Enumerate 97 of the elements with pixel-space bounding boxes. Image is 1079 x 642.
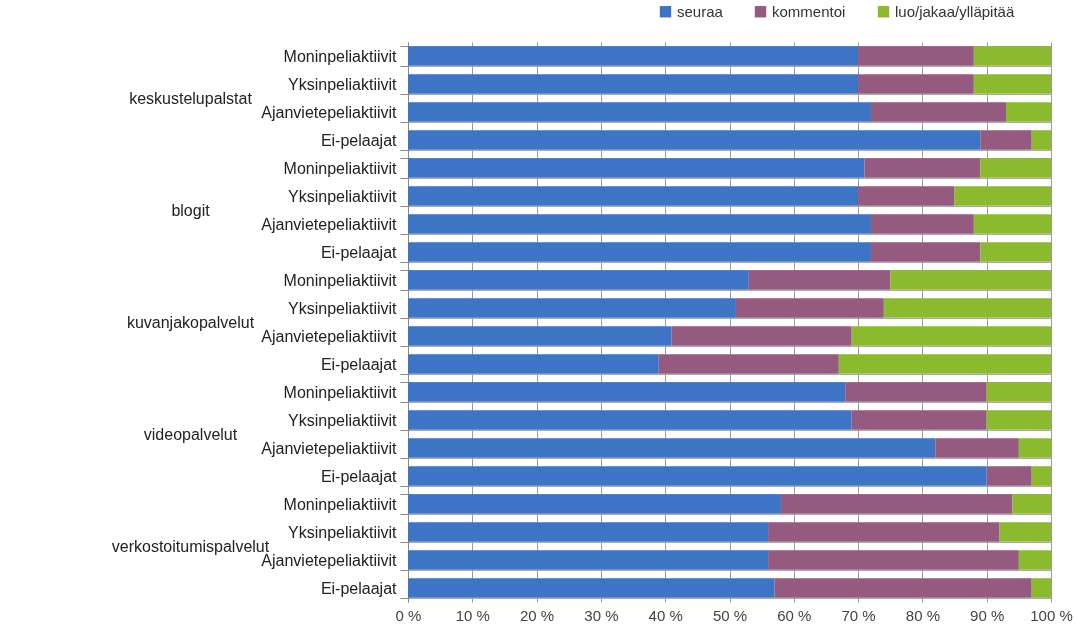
legend-label: seuraa xyxy=(677,2,724,20)
bar xyxy=(408,522,769,542)
x-tick-label: 10 % xyxy=(455,606,490,624)
bar xyxy=(408,298,736,318)
bar xyxy=(858,186,955,206)
bar xyxy=(858,74,974,94)
bar xyxy=(658,354,839,374)
y-axis-title: kuvanjakopalvelut xyxy=(126,313,255,331)
x-tick-label: 80 % xyxy=(905,606,940,624)
y-tick-label: Ei-pelaajat xyxy=(320,355,398,373)
bar xyxy=(986,466,1032,486)
bar xyxy=(780,494,1013,514)
bar xyxy=(1031,130,1051,150)
bar xyxy=(768,550,1019,570)
bar xyxy=(986,382,1051,402)
bar xyxy=(870,214,974,234)
bar xyxy=(408,326,672,346)
bar xyxy=(408,102,871,122)
bar xyxy=(883,298,1051,318)
bar xyxy=(870,102,1006,122)
bar xyxy=(408,410,852,430)
bar xyxy=(408,46,859,66)
bar xyxy=(408,214,871,234)
bar xyxy=(845,382,987,402)
bar xyxy=(408,438,936,458)
bar xyxy=(408,354,659,374)
bar xyxy=(408,130,981,150)
bar xyxy=(671,326,852,346)
bar xyxy=(973,74,1051,94)
bar xyxy=(986,410,1051,430)
legend-label: luo/jakaa/ylläpitää xyxy=(895,2,1015,20)
x-tick-label: 100 % xyxy=(1030,606,1073,624)
y-tick-label: Moninpeliaktiivit xyxy=(283,271,398,289)
bar xyxy=(980,158,1051,178)
y-tick-label: Yksinpeliaktiivit xyxy=(288,523,398,541)
bar xyxy=(973,214,1051,234)
bar xyxy=(870,242,981,262)
y-tick-label: Ei-pelaajat xyxy=(320,579,398,597)
y-axis-title: keskustelupalstat xyxy=(129,89,253,107)
bar xyxy=(408,158,865,178)
bar xyxy=(408,578,775,598)
bar xyxy=(890,270,1051,290)
y-tick-label: Moninpeliaktiivit xyxy=(283,47,398,65)
bar xyxy=(838,354,1051,374)
bar xyxy=(954,186,1051,206)
y-tick-label: Moninpeliaktiivit xyxy=(283,495,398,513)
y-axis-title: blogit xyxy=(171,201,211,219)
y-tick-label: Ajanvietepeliaktiivit xyxy=(261,103,398,121)
bar xyxy=(408,494,781,514)
legend-label: kommentoi xyxy=(772,2,846,20)
bar xyxy=(768,522,1000,542)
bar xyxy=(1012,494,1051,514)
x-tick-label: 50 % xyxy=(712,606,748,624)
bar xyxy=(858,46,974,66)
bar xyxy=(1018,438,1051,458)
y-tick-label: Moninpeliaktiivit xyxy=(283,383,398,401)
bar xyxy=(1018,550,1051,570)
bar xyxy=(851,326,1051,346)
bar xyxy=(408,186,859,206)
y-tick-label: Ajanvietepeliaktiivit xyxy=(261,439,398,457)
y-tick-label: Ajanvietepeliaktiivit xyxy=(261,215,398,233)
bar xyxy=(1031,578,1051,598)
bar xyxy=(408,382,846,402)
y-tick-label: Ajanvietepeliaktiivit xyxy=(261,327,398,345)
bar xyxy=(980,130,1032,150)
bar xyxy=(999,522,1051,542)
bar xyxy=(973,46,1051,66)
x-tick-label: 0 % xyxy=(395,606,422,624)
y-tick-label: Ei-pelaajat xyxy=(320,131,398,149)
y-tick-label: Ei-pelaajat xyxy=(320,467,398,485)
bar xyxy=(774,578,1032,598)
y-tick-label: Yksinpeliaktiivit xyxy=(288,411,398,429)
x-tick-label: 30 % xyxy=(584,606,619,624)
bar xyxy=(864,158,981,178)
bar xyxy=(408,74,859,94)
x-tick-label: 90 % xyxy=(970,606,1005,624)
bar xyxy=(748,270,891,290)
bar xyxy=(408,550,769,570)
x-tick-label: 40 % xyxy=(648,606,683,624)
bar xyxy=(408,270,749,290)
y-tick-label: Yksinpeliaktiivit xyxy=(288,187,398,205)
y-tick-label: Yksinpeliaktiivit xyxy=(288,75,398,93)
y-axis-title: videopalvelut xyxy=(143,425,238,443)
bar xyxy=(408,466,987,486)
bar xyxy=(1005,102,1051,122)
x-tick-label: 60 % xyxy=(777,606,812,624)
bar xyxy=(935,438,1019,458)
bar xyxy=(1031,466,1051,486)
bar xyxy=(735,298,884,318)
bar xyxy=(851,410,987,430)
y-tick-label: Ei-pelaajat xyxy=(320,243,398,261)
bar xyxy=(408,242,871,262)
x-tick-label: 70 % xyxy=(841,606,876,624)
y-tick-label: Yksinpeliaktiivit xyxy=(288,299,398,317)
x-tick-label: 20 % xyxy=(520,606,555,624)
bar xyxy=(980,242,1051,262)
y-tick-label: Moninpeliaktiivit xyxy=(283,159,398,177)
